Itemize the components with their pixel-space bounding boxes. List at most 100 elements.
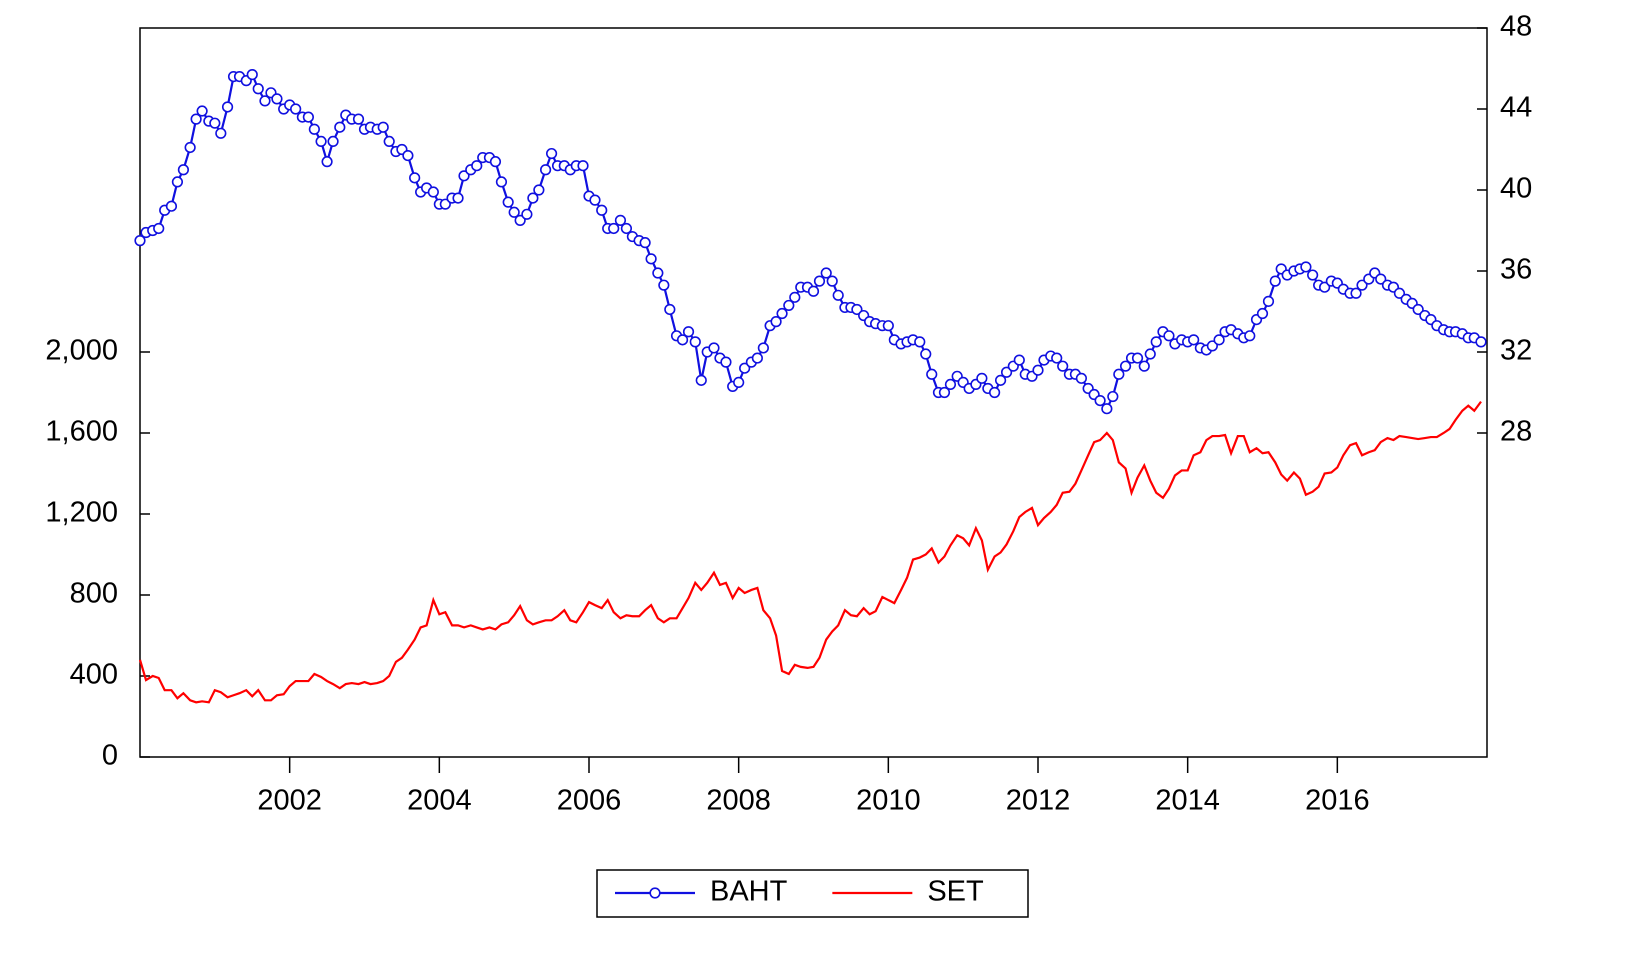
data-point	[427, 186, 439, 198]
data-point	[976, 372, 988, 384]
data-point	[252, 83, 264, 95]
data-point	[988, 386, 1001, 399]
data-point	[994, 374, 1007, 386]
y-tick-label: 2,000	[45, 335, 118, 367]
data-point	[153, 222, 165, 235]
data-point	[652, 267, 664, 279]
data-point	[1244, 330, 1256, 342]
x-tick-label: 2008	[706, 785, 771, 817]
data-point	[1163, 330, 1175, 342]
data-point	[658, 279, 670, 291]
data-point	[334, 121, 346, 133]
data-point	[1013, 354, 1025, 366]
data-point	[452, 192, 464, 204]
data-point	[259, 95, 271, 107]
data-point	[1307, 269, 1319, 281]
data-point	[720, 356, 732, 368]
data-point	[689, 336, 701, 348]
data-point	[739, 362, 751, 374]
data-point	[402, 149, 414, 162]
data-point	[807, 285, 820, 297]
data-point	[1375, 273, 1387, 285]
x-tick-label: 2012	[1006, 785, 1071, 817]
x-tick-label: 2016	[1305, 785, 1370, 817]
data-point	[539, 164, 552, 176]
data-point	[682, 326, 695, 338]
data-point	[851, 303, 863, 316]
data-point	[134, 235, 146, 247]
data-point	[221, 101, 234, 113]
data-point	[826, 275, 838, 287]
data-point	[271, 93, 283, 105]
data-point	[639, 237, 651, 249]
data-point	[1000, 366, 1013, 378]
data-point	[1138, 360, 1150, 372]
y2-tick-label: 28	[1500, 416, 1532, 448]
data-point	[514, 214, 526, 226]
data-point	[327, 135, 339, 147]
data-point	[1475, 336, 1487, 348]
y2-tick-label: 32	[1500, 335, 1532, 367]
data-point	[502, 196, 514, 208]
data-point	[770, 316, 782, 328]
data-point	[620, 222, 633, 235]
x-tick-label: 2014	[1155, 785, 1220, 817]
data-point	[664, 303, 676, 316]
data-point	[171, 176, 184, 188]
data-point	[1113, 368, 1125, 380]
y2-tick-label: 48	[1500, 11, 1532, 43]
data-point	[321, 156, 333, 168]
data-point	[377, 121, 389, 133]
data-point	[1144, 348, 1156, 360]
x-tick-label: 2010	[856, 785, 921, 817]
data-point	[1213, 334, 1225, 346]
data-point	[315, 135, 327, 147]
data-point	[645, 253, 657, 265]
x-tick-label: 2004	[407, 785, 472, 817]
data-point	[545, 147, 558, 160]
data-point	[1356, 279, 1368, 291]
data-point	[944, 378, 957, 391]
data-point	[757, 342, 769, 354]
data-point	[938, 386, 951, 399]
data-point	[577, 160, 589, 172]
data-point	[614, 214, 627, 226]
data-point	[1206, 340, 1218, 352]
data-point	[926, 368, 938, 380]
data-point	[1107, 390, 1119, 403]
data-point	[184, 141, 196, 154]
data-point	[820, 267, 832, 279]
data-point	[190, 113, 202, 125]
data-point	[1300, 261, 1312, 273]
data-point	[215, 127, 227, 139]
data-point	[1101, 403, 1113, 415]
data-point	[608, 222, 620, 235]
data-point	[1150, 336, 1162, 348]
data-point	[521, 208, 533, 220]
data-point	[1119, 360, 1132, 372]
data-point	[733, 376, 745, 388]
data-point	[596, 204, 608, 216]
data-point	[1032, 364, 1044, 376]
legend-marker	[649, 887, 661, 899]
legend-label: BAHT	[710, 876, 788, 908]
legend-label: SET	[927, 876, 984, 908]
data-point	[1051, 352, 1063, 364]
data-point	[776, 307, 788, 320]
data-point	[751, 352, 763, 364]
data-point	[527, 192, 539, 204]
data-point	[302, 111, 314, 123]
data-point	[508, 206, 520, 218]
data-point	[1188, 334, 1200, 346]
plot-frame	[139, 27, 1488, 758]
y-tick-label: 1,200	[45, 497, 118, 529]
data-point	[409, 172, 421, 184]
data-point	[471, 160, 483, 172]
x-tick-label: 2006	[557, 785, 622, 817]
data-point	[533, 184, 545, 196]
data-point	[383, 135, 395, 147]
data-point	[882, 320, 894, 332]
data-point	[489, 156, 502, 168]
data-point	[308, 123, 320, 135]
